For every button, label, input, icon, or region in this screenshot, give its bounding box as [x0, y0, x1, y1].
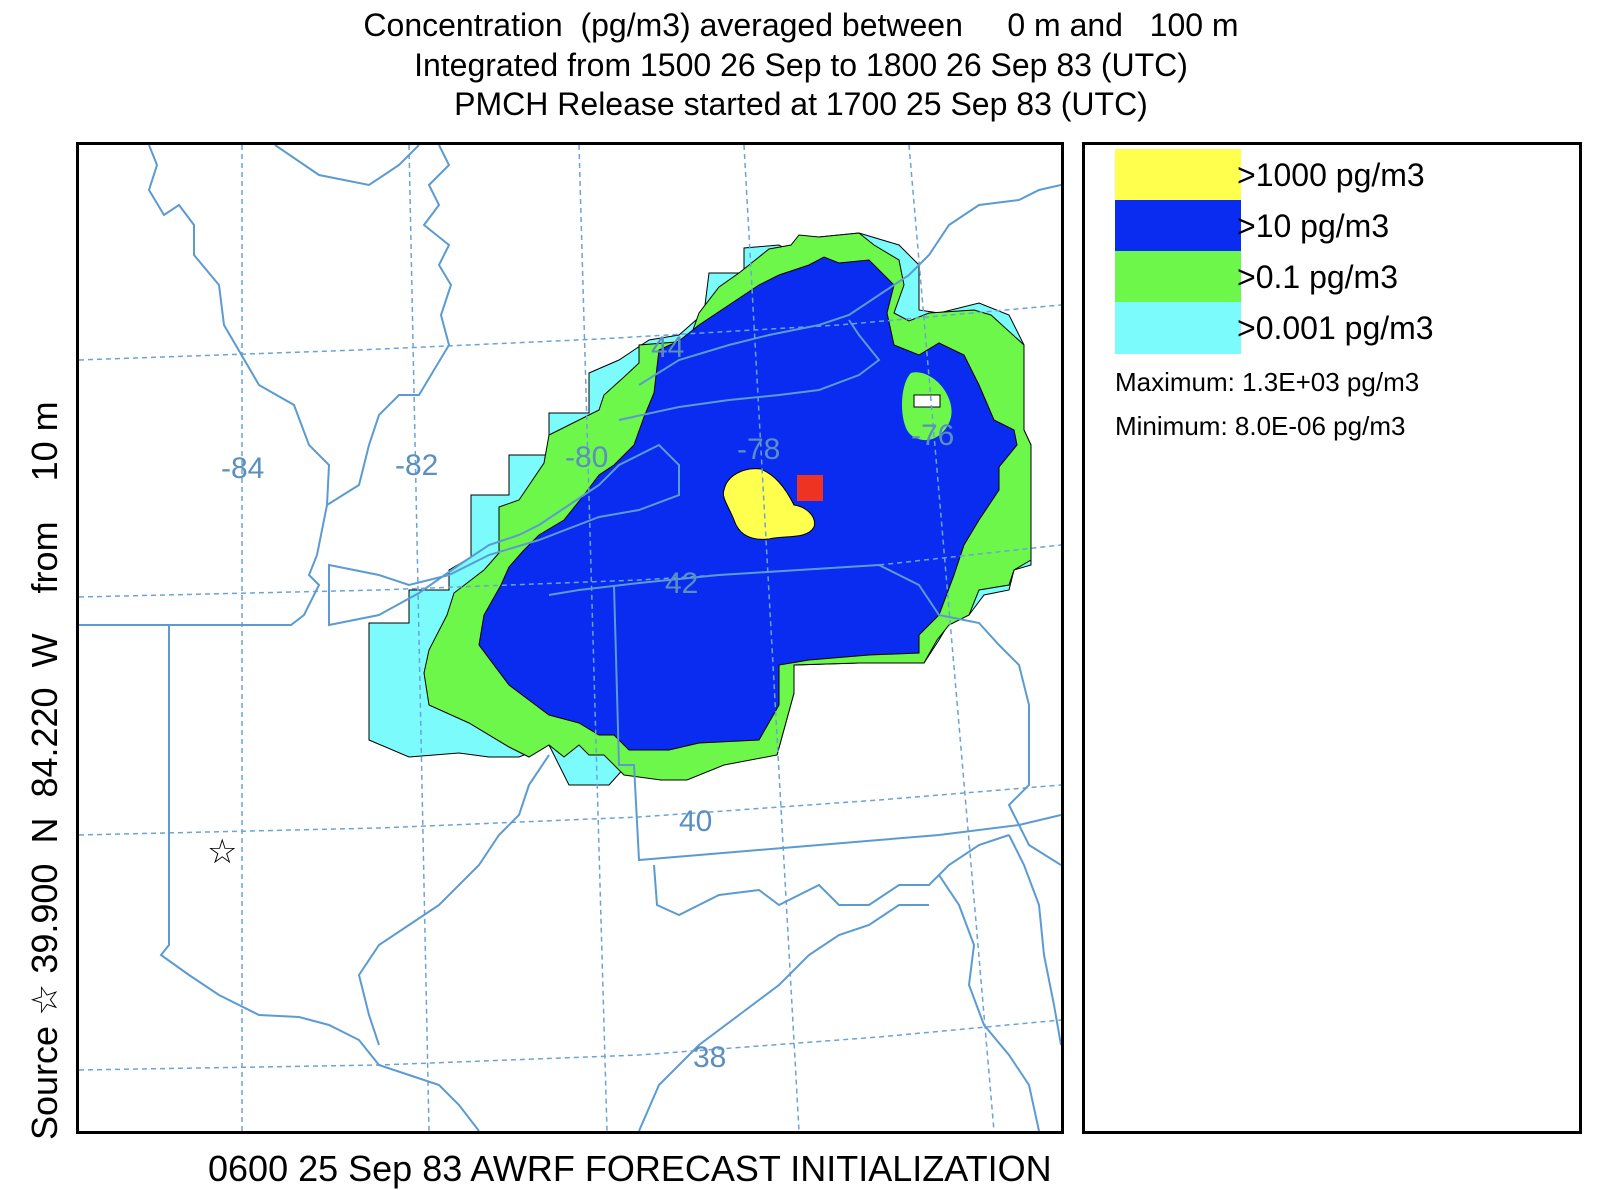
- lat-label: 44: [651, 331, 684, 364]
- title-line-2: Integrated from 1500 26 Sep to 1800 26 S…: [414, 47, 1188, 83]
- forecast-initialization-label: 0600 25 Sep 83 AWRF FORECAST INITIALIZAT…: [208, 1148, 1052, 1189]
- minimum-value: Minimum: 8.0E-06 pg/m3: [1115, 411, 1406, 441]
- coastline-and-borders: [79, 145, 1061, 1131]
- legend-swatch: [1115, 149, 1241, 201]
- source-location-label: Source ☆ 39.900 N 84.220 W from 10 m: [24, 401, 65, 1140]
- lon-label: -76: [911, 419, 954, 452]
- legend-label: >10 pg/m3: [1237, 208, 1390, 244]
- title-line-3: PMCH Release started at 1700 25 Sep 83 (…: [454, 86, 1148, 122]
- legend-panel: >1000 pg/m3 >10 pg/m3 >0.1 pg/m3 >0.001 …: [1082, 142, 1582, 1134]
- legend-item-0-1: >0.1 pg/m3: [1115, 251, 1575, 303]
- peak-concentration-cell: [797, 475, 823, 501]
- lon-label: -82: [395, 449, 438, 482]
- legend-item-1000: >1000 pg/m3: [1115, 149, 1575, 201]
- maximum-value: Maximum: 1.3E+03 pg/m3: [1115, 367, 1420, 397]
- map-panel: -84 -82 -80 -78 -76 44 42 40 38 ☆: [76, 142, 1064, 1134]
- contour-1000: [722, 468, 823, 540]
- lon-label: -80: [565, 441, 608, 474]
- grid-labels: -84 -82 -80 -78 -76 44 42 40 38: [221, 331, 954, 1074]
- source-star-icon: ☆: [207, 832, 237, 872]
- lat-label: 38: [693, 1041, 726, 1074]
- legend-item-10: >10 pg/m3: [1115, 200, 1575, 252]
- legend-label: >1000 pg/m3: [1237, 157, 1425, 193]
- legend-swatch: [1115, 200, 1241, 252]
- lat-label: 40: [679, 805, 712, 838]
- lon-label: -78: [737, 433, 780, 466]
- map-canvas: -84 -82 -80 -78 -76 44 42 40 38 ☆: [79, 145, 1061, 1131]
- legend-swatch: [1115, 302, 1241, 354]
- legend-label: >0.1 pg/m3: [1237, 259, 1398, 295]
- lon-label: -84: [221, 452, 264, 485]
- legend-item-0-001: >0.001 pg/m3: [1115, 302, 1575, 354]
- lat-label: 42: [665, 567, 698, 600]
- title-line-1: Concentration (pg/m3) averaged between 0…: [363, 7, 1239, 43]
- legend-swatch: [1115, 251, 1241, 303]
- lat-lon-grid: [79, 145, 1061, 1131]
- legend-label: >0.001 pg/m3: [1237, 310, 1434, 346]
